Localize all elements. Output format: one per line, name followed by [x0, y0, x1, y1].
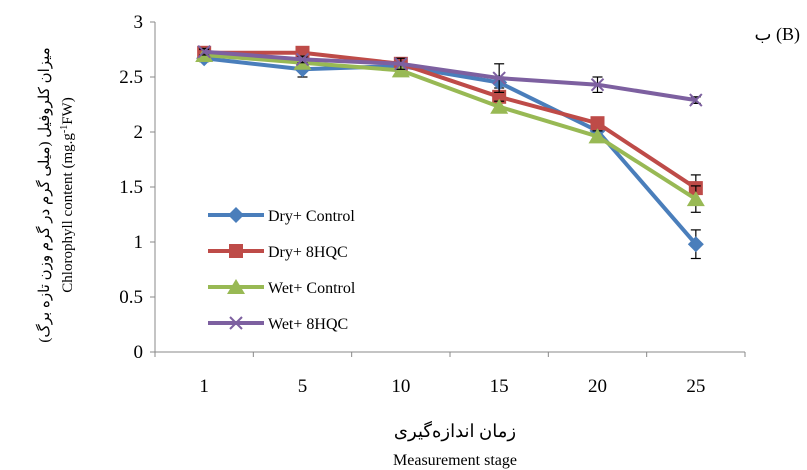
legend-item: Dry+ Control	[208, 207, 355, 225]
y-axis-label-en: Chlorophyll content (mg.g-1FW)	[59, 97, 77, 292]
y-tick-label: 0.5	[119, 287, 143, 308]
axes: 00.511.522.531 5 10 15 20 25	[119, 12, 746, 397]
legend: Dry+ Control Dry+ 8HQC Wet+ Control Wet+ 8H…	[208, 207, 356, 333]
legend-item: Dry+ 8HQC	[208, 244, 348, 261]
series-line	[204, 50, 697, 190]
legend-item: Wet+ 8HQC	[208, 316, 348, 333]
legend-label: Dry+ 8HQC	[268, 244, 348, 261]
data-point	[687, 236, 704, 253]
data-point	[689, 93, 703, 107]
legend-label: Dry+ Control	[268, 208, 355, 225]
data-point	[490, 98, 509, 114]
x-tick-label: 15	[490, 376, 509, 397]
data-point	[197, 44, 211, 59]
data-point	[295, 52, 310, 67]
y-tick-label: 2	[134, 122, 144, 143]
x-tick-label: 25	[686, 376, 705, 397]
x-tick-label: 20	[588, 376, 607, 397]
data-point	[686, 191, 705, 207]
data-point	[394, 57, 408, 71]
data-point	[492, 89, 507, 104]
legend-label: Wet+ Control	[268, 280, 356, 297]
legend-marker	[229, 316, 243, 330]
data-point	[590, 77, 605, 92]
series-line	[204, 53, 697, 201]
x-tick-label: 1	[199, 376, 209, 397]
y-tick-label: 1	[134, 232, 144, 253]
y-axis-label-fa: میزان کلروفیل (میلی گرم در گرم وزن تازه …	[35, 47, 53, 342]
legend-marker	[229, 244, 243, 258]
legend-item: Wet+ Control	[208, 279, 356, 297]
y-tick-label: 3	[134, 12, 144, 33]
data-point	[492, 71, 506, 85]
panel-label: ب (B)	[755, 24, 800, 45]
series-line	[203, 56, 698, 246]
legend-marker	[228, 207, 244, 223]
legend-marker	[227, 279, 245, 294]
x-tick-label: 10	[391, 376, 410, 397]
x-tick-label: 5	[298, 376, 308, 397]
series-3	[195, 47, 705, 213]
x-axis-label-en: Measurement stage	[393, 452, 517, 469]
data-point	[588, 128, 607, 144]
series-layer	[195, 44, 705, 260]
series-line	[204, 49, 697, 103]
y-axis-title: میزان کلروفیل (میلی گرم در گرم وزن تازه …	[35, 47, 76, 342]
legend-label: Wet+ 8HQC	[268, 316, 348, 333]
y-tick-label: 1.5	[119, 177, 143, 198]
x-axis-label-fa: زمان اندازه‌گیری	[394, 420, 516, 442]
data-point	[590, 116, 605, 131]
y-tick-label: 2.5	[119, 67, 143, 88]
y-tick-label: 0	[134, 342, 144, 363]
series-4	[197, 44, 703, 107]
